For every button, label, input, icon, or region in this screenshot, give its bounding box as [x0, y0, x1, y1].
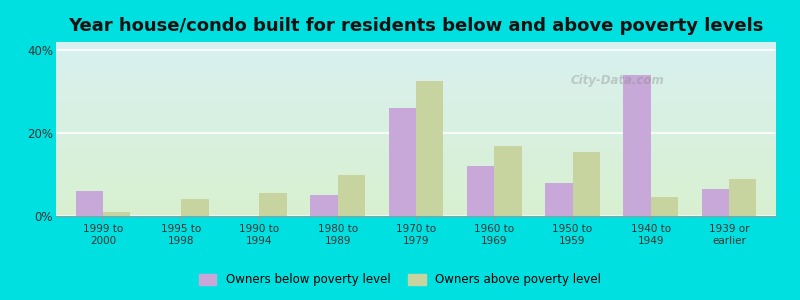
Legend: Owners below poverty level, Owners above poverty level: Owners below poverty level, Owners above… [194, 269, 606, 291]
Bar [416, 81, 443, 216]
Bar [494, 146, 522, 216]
Bar [623, 75, 650, 216]
Bar [573, 152, 600, 216]
Bar [702, 189, 729, 216]
Bar [310, 195, 338, 216]
Bar [389, 108, 416, 216]
Bar [545, 183, 573, 216]
Bar [729, 179, 757, 216]
Bar [182, 200, 209, 216]
Bar [650, 197, 678, 216]
Bar [338, 175, 365, 216]
Title: Year house/condo built for residents below and above poverty levels: Year house/condo built for residents bel… [68, 17, 764, 35]
Bar [259, 193, 287, 216]
Bar [467, 166, 494, 216]
Text: City-Data.com: City-Data.com [570, 74, 665, 87]
Bar [103, 212, 130, 216]
Bar [75, 191, 103, 216]
